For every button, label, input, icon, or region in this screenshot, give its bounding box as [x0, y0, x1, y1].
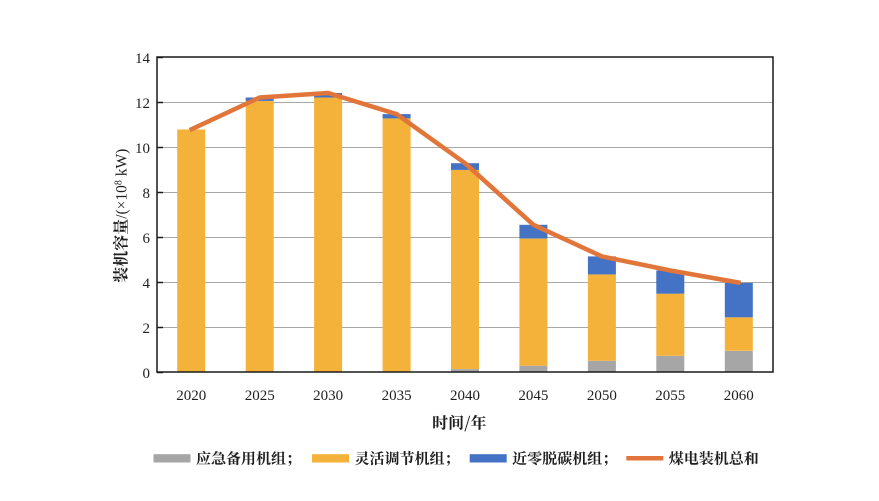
svg-text:10: 10 [135, 141, 150, 157]
svg-text:12: 12 [135, 96, 150, 112]
svg-text:14: 14 [135, 51, 151, 67]
svg-text:2: 2 [143, 321, 151, 337]
svg-text:8: 8 [143, 186, 151, 202]
svg-text:2060: 2060 [724, 388, 754, 404]
svg-text:0: 0 [143, 366, 151, 382]
svg-text:/(×10: /(×10 [114, 185, 131, 219]
svg-text:2020: 2020 [176, 388, 206, 404]
svg-text:kW): kW) [114, 149, 131, 180]
svg-text:2025: 2025 [245, 388, 275, 404]
svg-text:2030: 2030 [313, 388, 343, 404]
svg-text:2040: 2040 [450, 388, 480, 404]
svg-text:4: 4 [143, 276, 151, 292]
svg-text:2045: 2045 [518, 388, 548, 404]
svg-text:2035: 2035 [382, 388, 412, 404]
svg-text:8: 8 [114, 180, 125, 185]
svg-text:2050: 2050 [587, 388, 617, 404]
svg-text:2055: 2055 [655, 388, 685, 404]
svg-text:6: 6 [143, 231, 151, 247]
